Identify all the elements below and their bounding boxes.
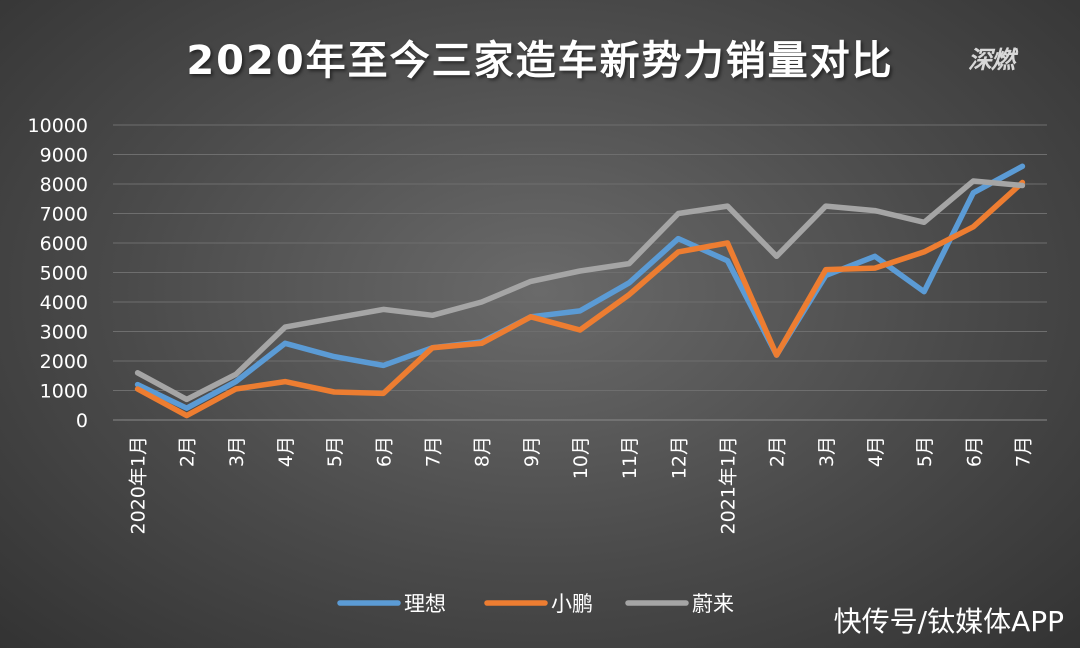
x-tick-label: 5月	[914, 436, 936, 467]
y-tick-label: 9000	[40, 145, 88, 167]
y-tick-label: 6000	[40, 233, 88, 255]
watermark: 快传号/钛媒体APP	[833, 605, 1064, 638]
y-tick-label: 10000	[28, 115, 88, 137]
chart-title: 2020年至今三家造车新势力销量对比	[186, 38, 894, 84]
x-axis-ticks: 2020年1月 2月 3月 4月 5月 6月 7月 8月 9月 10月 11月 12月 2021年1月 2…	[128, 436, 1035, 534]
y-tick-label: 5000	[40, 263, 88, 285]
legend-label: 蔚来	[692, 592, 734, 616]
x-tick-label: 3月	[226, 436, 248, 467]
brand-logo: 深燃	[968, 46, 1015, 74]
y-tick-label: 7000	[40, 204, 88, 226]
x-tick-label: 5月	[324, 436, 346, 467]
y-tick-label: 8000	[40, 174, 88, 196]
y-tick-label: 4000	[40, 292, 88, 314]
x-tick-label: 2020年1月	[128, 436, 150, 534]
x-tick-label: 3月	[816, 436, 838, 467]
x-tick-label: 2月	[177, 436, 199, 467]
series-line	[134, 163, 1026, 411]
legend-label: 小鹏	[551, 592, 593, 616]
x-tick-label: 12月	[668, 436, 690, 479]
x-tick-label: 9月	[521, 436, 543, 467]
x-tick-label: 2021年1月	[717, 436, 739, 534]
x-tick-label: 10月	[570, 436, 592, 479]
y-tick-label: 2000	[40, 351, 88, 373]
y-tick-label: 3000	[40, 322, 88, 344]
series-line	[134, 178, 1026, 403]
x-tick-label: 6月	[373, 436, 395, 467]
x-tick-label: 4月	[865, 436, 887, 467]
x-tick-label: 7月	[423, 436, 445, 467]
x-tick-label: 7月	[1012, 436, 1034, 467]
x-tick-label: 2月	[767, 436, 789, 467]
series-line	[134, 179, 1026, 419]
x-tick-label: 11月	[619, 436, 641, 479]
legend-label: 理想	[404, 592, 446, 616]
series-lines	[134, 163, 1026, 419]
y-axis-ticks: 0 1000 2000 3000 4000 5000 6000 7000 8000 9000 100…	[28, 115, 88, 432]
y-tick-label: 1000	[40, 381, 88, 403]
x-tick-label: 6月	[963, 436, 985, 467]
x-tick-label: 4月	[275, 436, 297, 467]
x-tick-label: 8月	[472, 436, 494, 467]
y-tick-label: 0	[76, 410, 88, 432]
legend: 理想 小鹏 蔚来	[337, 592, 734, 616]
